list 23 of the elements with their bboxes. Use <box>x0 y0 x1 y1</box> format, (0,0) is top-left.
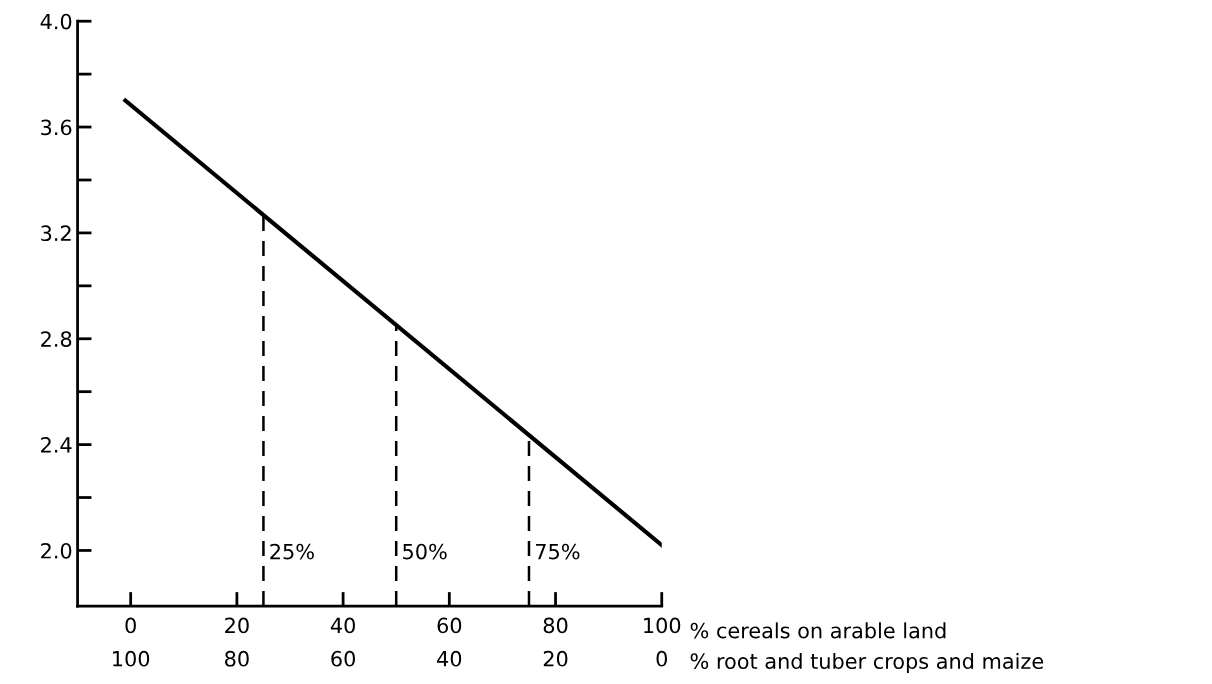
y-tick-label: 4.0 <box>40 13 72 30</box>
x2-tick-label: 80 <box>225 650 249 667</box>
ref-line-label: 25% <box>270 543 314 560</box>
x-tick-label: 40 <box>330 617 355 634</box>
x2-tick-label: 40 <box>437 650 462 667</box>
x-tick-label: 60 <box>437 617 462 634</box>
x-tick-label: 100 <box>644 617 681 634</box>
ref-line-label: 50% <box>403 543 447 560</box>
x2-tick-label: 60 <box>331 650 355 667</box>
x2-tick-label: 20 <box>543 650 568 667</box>
x-tick-label: 80 <box>543 617 568 634</box>
y-tick-label: 3.2 <box>41 225 71 242</box>
y-tick-label: 2.4 <box>41 437 72 453</box>
x-tick-label: 20 <box>225 617 249 634</box>
x2-tick-label: 0 <box>656 650 667 667</box>
text: % cereals on arable land <box>690 622 946 639</box>
text: % root and tuber crops and maize <box>690 652 1044 674</box>
ref-line-label: 75% <box>536 543 580 560</box>
x-tick-label: 0 <box>125 617 136 634</box>
y-tick-label: 3.6 <box>41 119 72 136</box>
x2-tick-label: 100 <box>113 650 150 667</box>
y-tick-label: 2.0 <box>41 542 72 559</box>
y-tick-label: 2.8 <box>41 331 72 347</box>
